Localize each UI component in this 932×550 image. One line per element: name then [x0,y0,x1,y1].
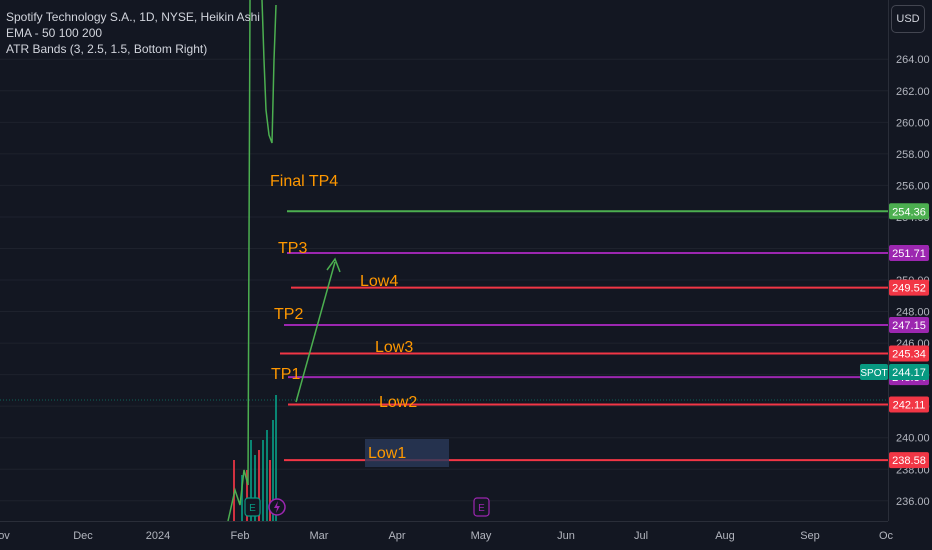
level-label: Low1 [368,445,406,462]
price-tick-label: 248.00 [896,307,930,319]
level-label: TP1 [271,366,300,383]
candle [266,430,268,521]
price-badge-label: 249.52 [892,283,926,295]
atr-indicator-label[interactable]: ATR Bands (3, 2.5, 1.5, Bottom Right) [6,42,208,56]
price-badge-label: 238.58 [892,455,926,467]
price-badge-label: 247.15 [892,320,926,332]
price-grid [0,58,888,502]
time-tick-label: May [471,530,492,542]
price-tick-label: 262.00 [896,86,930,98]
ema-line-slow [261,0,277,144]
price-badge-label: 254.36 [892,206,926,218]
level-label: TP2 [274,306,303,323]
level-lines: Final TP4 TP3 Low4 TP2 Low3 TP1 Low2 Low1 [270,173,888,467]
time-tick-label: Sep [800,530,820,542]
price-badge [889,452,929,469]
price-tick-label: 258.00 [896,149,930,161]
earnings-event-icon[interactable] [244,497,261,517]
price-badge-label: 245.34 [892,349,926,361]
price-tick-label: 256.00 [896,180,930,192]
level-label: Low2 [379,394,417,411]
time-axis[interactable]: ov Dec 2024 Feb Mar Apr May Jun Jul Aug Sep Oc [0,530,894,542]
price-tick-label: 264.00 [896,54,930,66]
price-badge [889,396,929,413]
price-badge [889,203,929,220]
price-badge-label: 251.71 [892,248,926,260]
price-badge [889,316,929,333]
candle [272,420,274,521]
time-tick-label: Jun [557,530,575,542]
candle [246,470,248,521]
spot-symbol-badge [860,363,888,380]
level-label: Low4 [360,273,398,290]
candle [275,395,277,521]
earnings-event-label: E [478,503,485,514]
symbol-title[interactable]: Spotify Technology S.A., 1D, NYSE, Heiki… [6,10,260,24]
spot-price-label: 244.17 [892,367,926,379]
time-tick-label: Feb [231,530,250,542]
time-axis-border [0,521,888,522]
chart-legend[interactable]: Spotify Technology S.A., 1D, NYSE, Heiki… [6,9,260,57]
candle [233,460,235,521]
earnings-event-label: E [249,503,256,514]
low1-highlight-box [365,439,449,467]
price-badge [889,345,929,362]
candle [254,455,256,521]
price-badge-label: 242.11 [893,399,926,411]
lightning-icon [274,501,280,513]
time-tick-label: Aug [715,530,735,542]
trend-arrow-head [326,257,341,273]
time-tick-label: Oc [879,530,894,542]
candles [233,395,277,521]
price-badge [889,245,929,262]
time-tick-label: 2024 [146,530,170,542]
time-tick-label: Mar [310,530,329,542]
earnings-event-icon[interactable] [473,497,490,517]
price-tick-label: 236.00 [896,496,930,508]
trend-arrow-shaft [295,261,336,403]
candle [258,450,260,521]
ema-indicator-label[interactable]: EMA - 50 100 200 [6,26,103,40]
time-tick-label: Apr [388,530,405,542]
price-tick-label: 240.00 [896,433,930,445]
currency-button[interactable]: USD [891,5,925,33]
spot-price-badge [889,363,929,380]
level-label: Low3 [375,339,413,356]
candle [269,460,271,521]
candle [250,440,252,521]
time-tick-label: Dec [73,530,93,542]
candle [241,475,243,521]
level-label: TP3 [278,240,307,257]
price-axis-border [888,0,889,521]
time-tick-label: ov [0,530,10,542]
price-tick-label: 260.00 [896,117,930,129]
trend-arrow [295,257,341,403]
price-badges: 254.36251.71249.52247.15245.34243.84242.… [860,203,929,469]
ema-lines [227,0,277,522]
time-tick-label: Jul [634,530,648,542]
price-badge [889,279,929,296]
candle [262,440,264,521]
level-label: Final TP4 [270,173,338,190]
spot-symbol-label: SPOT [860,368,887,379]
ema-line-fast [227,0,251,522]
